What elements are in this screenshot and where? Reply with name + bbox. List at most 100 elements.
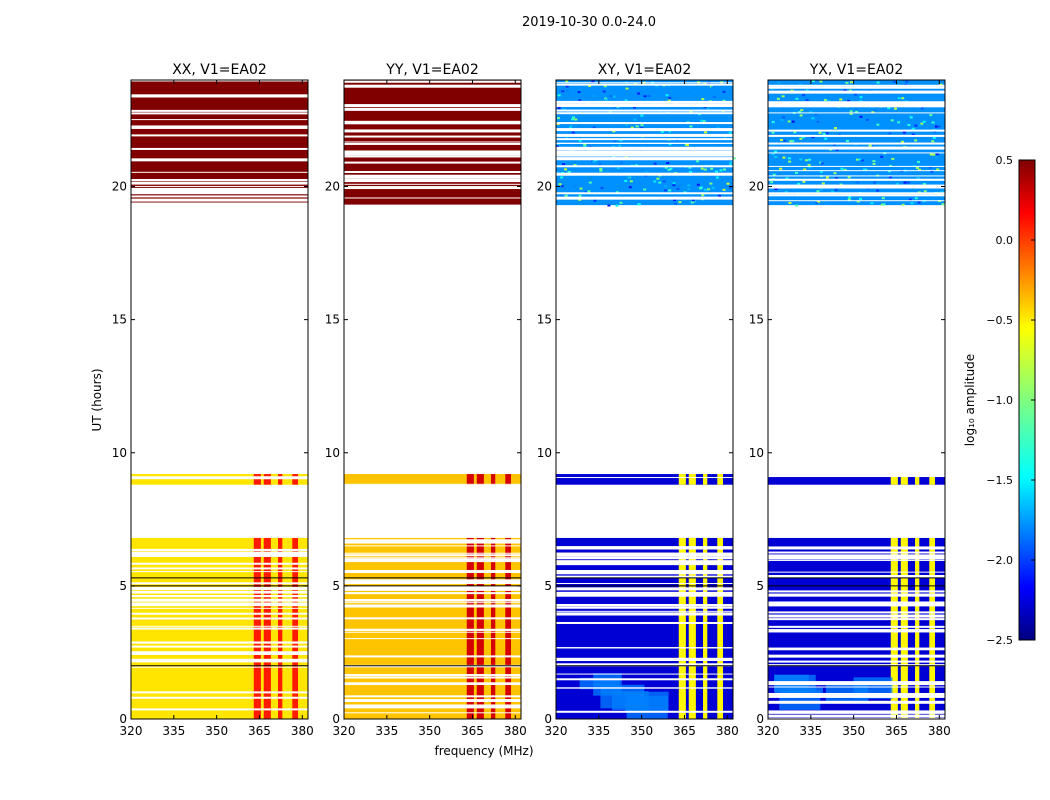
heatmap-cell [835,177,839,180]
heatmap-cell [653,162,657,165]
heatmap-cell [678,201,682,204]
heatmap-cell [668,130,672,133]
y-tick-label: 5 [119,579,127,593]
heatmap-cell [818,131,822,134]
heatmap-cell [781,107,785,110]
flagged-row [768,170,945,172]
flagged-row [131,708,308,711]
heatmap-cell [579,187,583,190]
heatmap-cell [609,126,613,129]
heatmap-cell [815,202,819,205]
flagged-row [131,645,308,648]
heatmap-cell [859,99,863,102]
flagged-row [344,153,521,155]
heatmap-cell [805,99,809,102]
rfi-stripe [491,474,496,485]
flagged-row [768,647,945,650]
heatmap-cell [673,199,677,202]
flagged-row [131,178,308,181]
flagged-row [344,699,521,703]
flagged-row [344,617,521,620]
rfi-stripe [263,474,271,485]
heatmap-cell [798,111,802,114]
flagged-row [556,555,733,557]
heatmap-cell [687,188,691,191]
heatmap-cell [849,110,853,113]
flagged-row [131,641,308,644]
flagged-row [556,82,733,84]
flagged-row [768,649,945,651]
heatmap-cell [873,109,877,112]
flagged-row [556,663,733,667]
heatmap-cell [578,194,582,197]
heatmap-cell [890,119,894,122]
heatmap-cell [565,85,569,88]
flagged-row [556,673,733,675]
flagged-row [556,659,733,662]
flagged-row [556,104,733,108]
heatmap-cell [847,100,851,103]
heatmap-cell [603,85,607,88]
heatmap-cell [668,189,672,192]
flagged-row [344,161,521,164]
rfi-stripe [688,474,696,485]
flagged-row [768,184,945,187]
heatmap-cell [779,93,783,96]
x-tick-label: 365 [248,724,271,738]
heatmap-cell [908,198,912,201]
heatmap-cell [816,200,820,203]
flagged-row [131,659,308,662]
heatmap-cell [903,181,907,184]
flagged-row [344,84,521,88]
heatmap-cell [872,162,876,165]
heatmap-patch [787,687,824,698]
heatmap-cell [584,191,588,194]
rfi-stripe [717,474,724,485]
flagged-row [131,592,308,594]
heatmap-cell [578,198,582,201]
flagged-row [344,175,521,179]
heatmap-cell [814,113,818,116]
x-tick-label: 320 [757,724,780,738]
flagged-row [344,104,521,108]
heatmap-cell [825,176,829,179]
rfi-stripe [466,537,474,719]
heatmap-cell [914,139,918,142]
flagged-row [131,582,308,585]
heatmap-cell [789,140,793,143]
flagged-row [344,183,521,185]
heatmap-cell [696,183,700,186]
heatmap-cell [893,107,897,110]
heatmap-cell [703,188,707,191]
heatmap-cell [821,139,825,142]
heatmap-cell [625,87,629,90]
heatmap-cell [732,157,736,160]
heatmap-cell [667,99,671,102]
heatmap-cell [920,122,924,125]
heatmap-cell [932,177,936,180]
heatmap-cell [557,117,561,120]
heatmap-cell [640,114,644,117]
flagged-row [131,653,308,656]
heatmap-cell [866,188,870,191]
flagged-row [556,606,733,609]
flagged-row [131,602,308,605]
heatmap-cell [811,136,815,139]
flagged-row [556,100,733,104]
heatmap-cell [716,126,720,129]
rfi-stripe [466,474,474,485]
flagged-row [768,664,945,667]
flagged-row [556,477,733,479]
heatmap-cell [688,166,692,169]
flagged-row [556,172,733,176]
heatmap-cell [931,140,935,143]
heatmap-cell [798,83,802,86]
time-block-1 [344,474,521,485]
heatmap-cell [671,202,675,205]
heatmap-cell [819,188,823,191]
heatmap-cell [803,168,807,171]
heatmap-cell [849,112,853,115]
flagged-row [131,112,308,115]
heatmap-cell [667,86,671,89]
heatmap-cell [791,140,795,143]
